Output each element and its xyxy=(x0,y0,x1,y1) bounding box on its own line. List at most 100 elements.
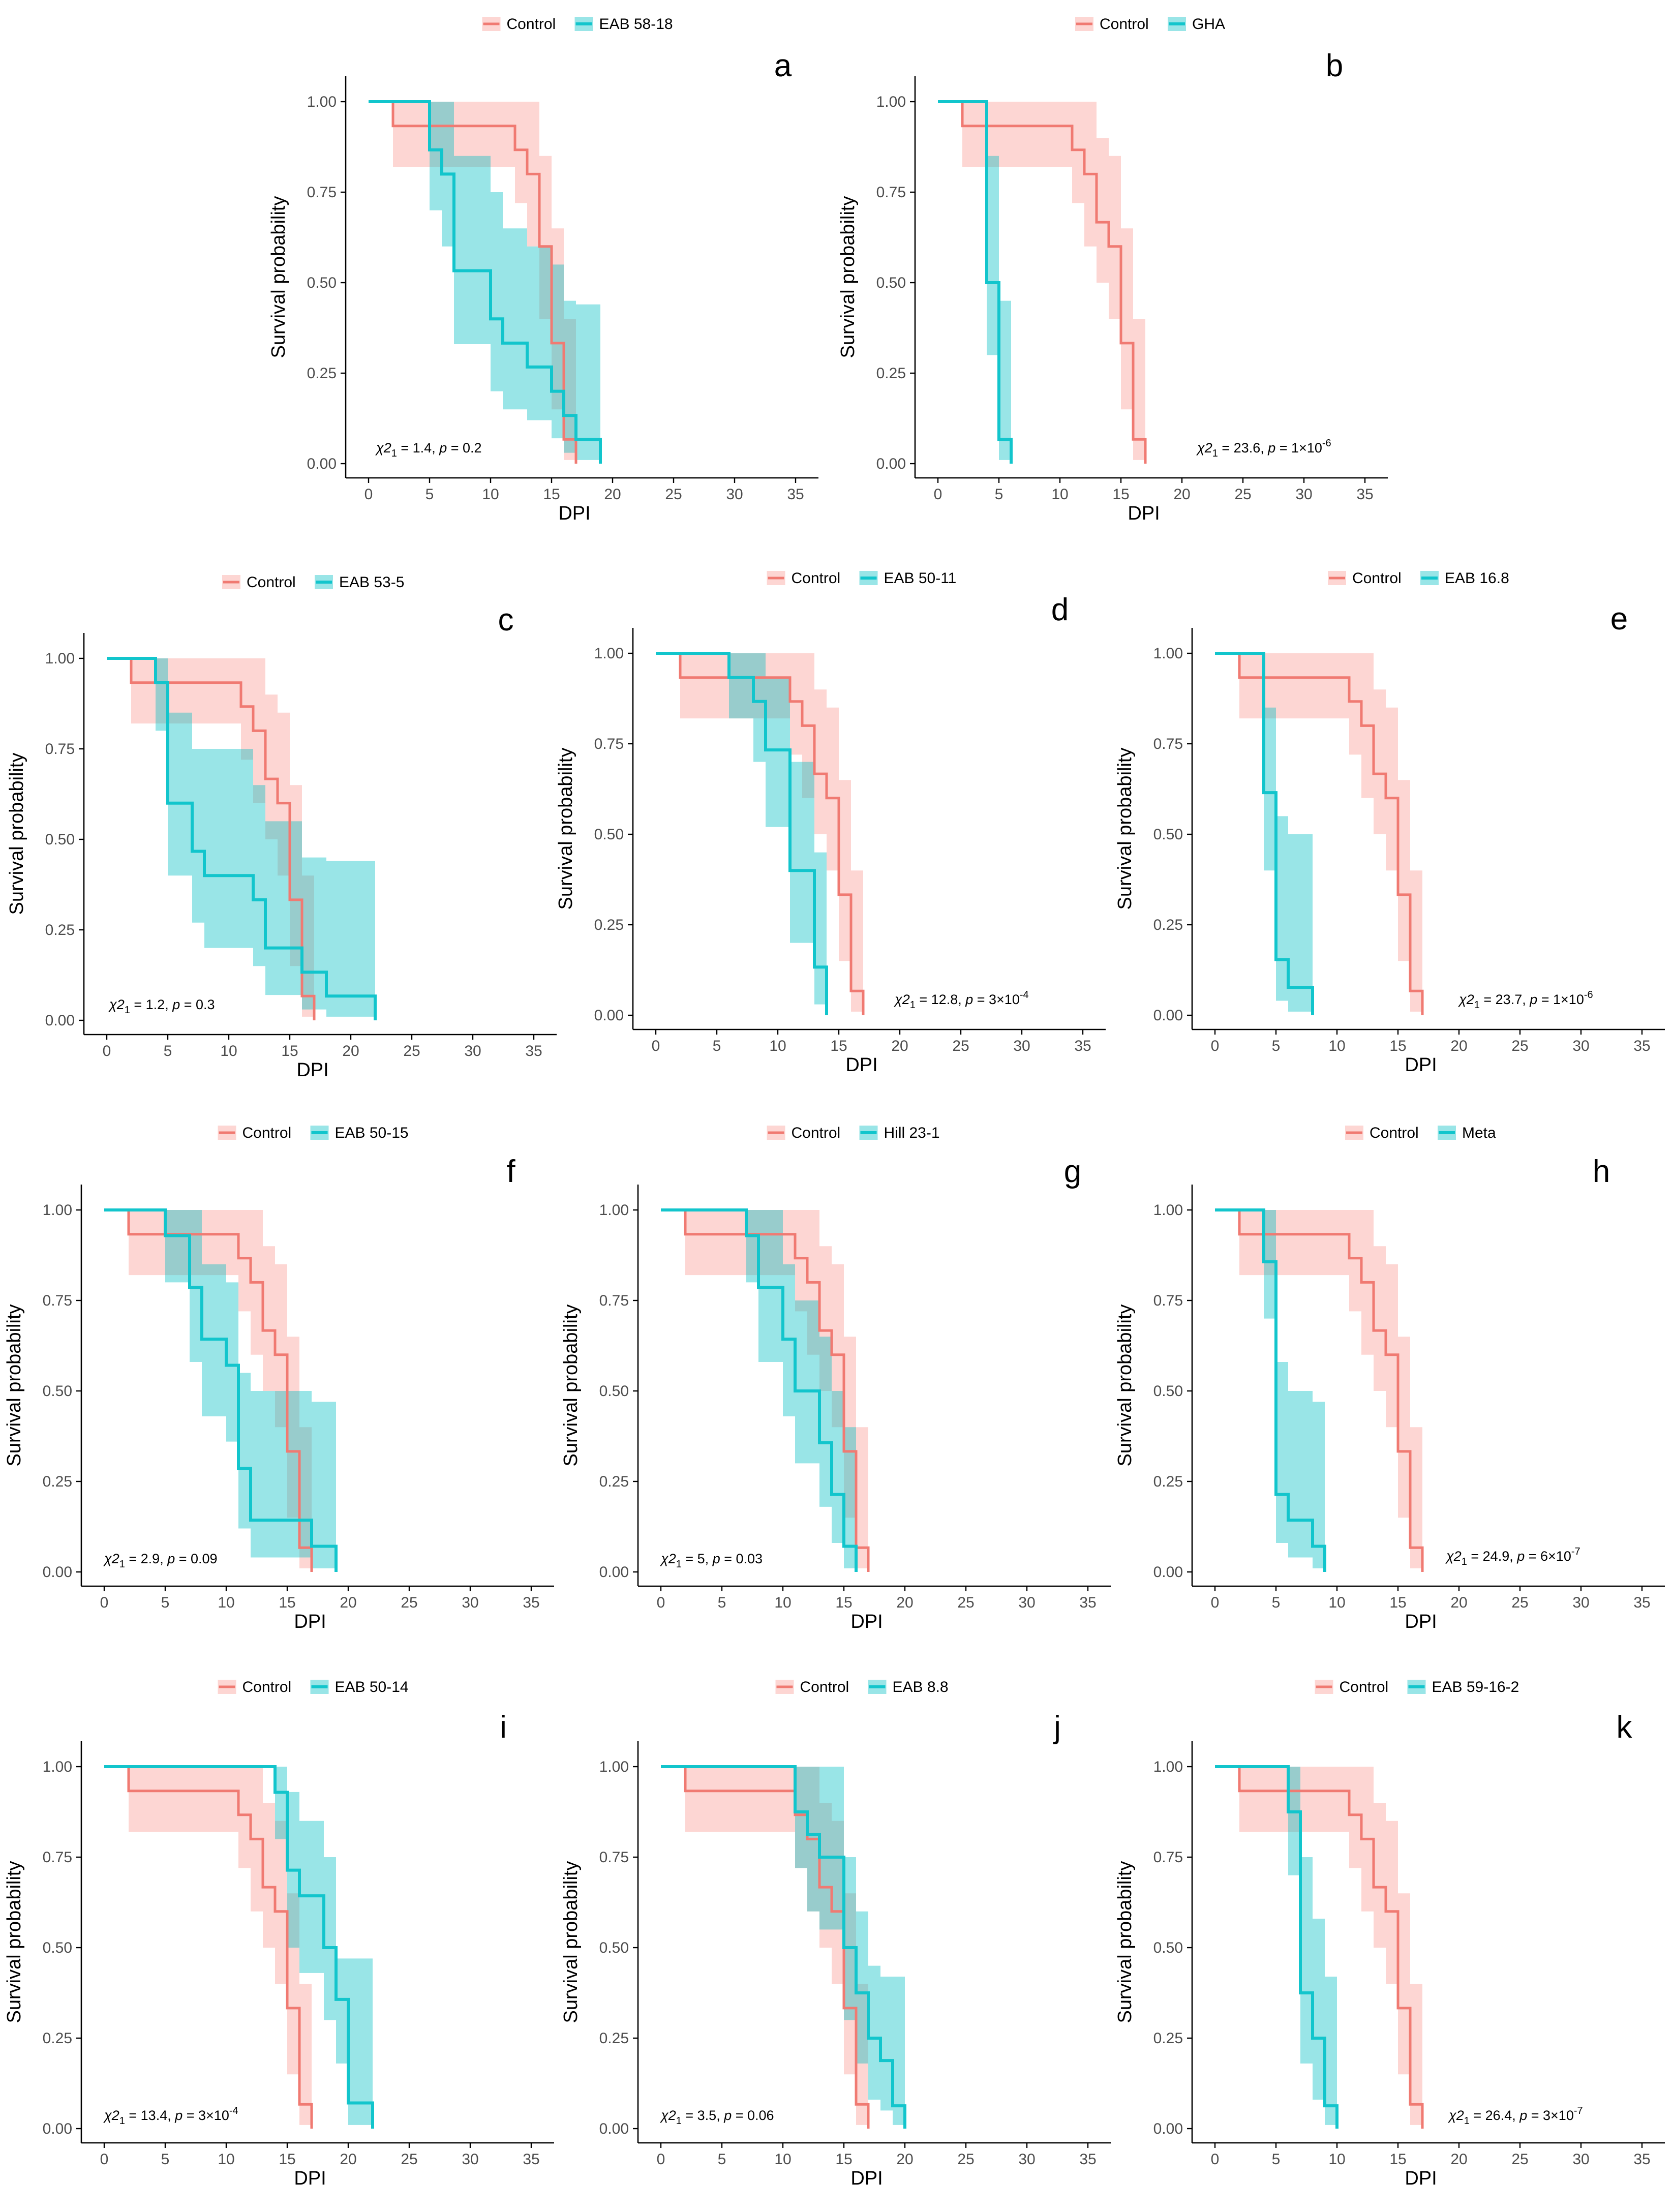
x-axis-title: DPI xyxy=(850,1611,883,1632)
stat-value: = 26.4, xyxy=(1470,2108,1519,2123)
control-survival-curve xyxy=(104,1765,313,2129)
y-tick-label: 0.25 xyxy=(1153,917,1183,933)
panel-letter: k xyxy=(1617,1710,1633,1745)
x-tick-label: 15 xyxy=(281,1043,298,1059)
x-tick-label: 30 xyxy=(464,1043,481,1059)
y-axis-title: Survival probability xyxy=(1114,748,1136,910)
stat-annotation: χ21 = 23.6, p = 1×10-6 xyxy=(1196,438,1331,459)
x-axis-title: DPI xyxy=(558,503,590,524)
treatment-survival-curve xyxy=(107,657,377,1020)
x-tick-label: 0 xyxy=(1211,1038,1220,1054)
x-tick-label: 15 xyxy=(1389,1594,1406,1611)
control-confidence-band xyxy=(104,1210,312,1572)
legend: Control EAB 8.8 xyxy=(775,1679,949,1695)
y-tick-label: 0.00 xyxy=(45,1012,75,1029)
y-tick-label: 0.50 xyxy=(1153,1940,1183,1956)
y-tick-label: 0.25 xyxy=(45,922,75,938)
stat-p-exponent: -4 xyxy=(229,2105,238,2116)
y-tick-label: 0.25 xyxy=(594,917,624,933)
y-tick-label: 0.50 xyxy=(599,1383,629,1400)
y-tick-label: 1.00 xyxy=(599,1759,629,1775)
stat-annotation: χ21 = 23.7, p = 1×10-6 xyxy=(1458,989,1593,1011)
panel-letter: d xyxy=(1051,592,1069,627)
x-tick-label: 20 xyxy=(1450,1038,1467,1054)
y-tick-label: 0.00 xyxy=(876,456,906,472)
y-tick-label: 0.75 xyxy=(307,184,337,201)
treatment-confidence-band xyxy=(938,102,1011,464)
legend-control-label: Control xyxy=(242,1125,292,1141)
x-tick-label: 15 xyxy=(1389,2151,1406,2168)
y-tick-label: 0.00 xyxy=(307,456,337,472)
y-tick-label: 1.00 xyxy=(45,650,75,667)
x-tick-label: 0 xyxy=(657,2151,665,2168)
y-tick-label: 1.00 xyxy=(43,1759,72,1775)
x-tick-label: 10 xyxy=(218,2151,234,2168)
stat-chi: χ2 xyxy=(660,1551,676,1566)
treatment-confidence-band xyxy=(104,1210,336,1572)
x-tick-label: 15 xyxy=(835,2151,852,2168)
y-tick-label: 0.75 xyxy=(1153,1849,1183,1866)
stat-p-value: = 3×10 xyxy=(1527,2108,1574,2123)
legend-treatment-label: EAB 8.8 xyxy=(893,1679,949,1695)
x-tick-label: 10 xyxy=(482,486,499,503)
stat-df: 1 xyxy=(1464,2115,1470,2127)
x-tick-label: 15 xyxy=(543,486,560,503)
panel-d: 0 5 10 15 20 25 30 35 0.00 0.25 0.50 0.75 1.00 DPI Sur… xyxy=(555,570,1106,1076)
y-tick-label: 0.50 xyxy=(43,1383,72,1400)
x-tick-label: 30 xyxy=(726,486,743,503)
control-survival-curve xyxy=(1215,1208,1424,1572)
stat-df: 1 xyxy=(119,1559,125,1570)
x-tick-label: 5 xyxy=(718,2151,726,2168)
legend: Control EAB 50-15 xyxy=(218,1125,409,1141)
x-tick-label: 25 xyxy=(401,1594,417,1611)
legend-treatment-label: EAB 53-5 xyxy=(339,574,404,591)
y-tick-label: 0.50 xyxy=(45,831,75,848)
y-tick-label: 0.50 xyxy=(43,1940,72,1956)
treatment-confidence-band xyxy=(661,1210,856,1572)
treatment-confidence-band xyxy=(104,1767,373,2129)
stat-df: 1 xyxy=(676,1559,682,1570)
y-tick-label: 0.75 xyxy=(45,741,75,757)
control-confidence-band xyxy=(1215,653,1422,1015)
y-tick-label: 0.00 xyxy=(43,2120,72,2137)
x-tick-label: 5 xyxy=(718,1594,726,1611)
control-confidence-band xyxy=(104,1767,312,2129)
treatment-confidence-band xyxy=(1215,653,1313,1015)
legend-treatment-label: EAB 50-14 xyxy=(335,1679,409,1695)
stat-p-label: p xyxy=(167,1551,175,1566)
y-axis-title: Survival probability xyxy=(560,1305,582,1467)
x-tick-label: 25 xyxy=(957,2151,974,2168)
x-tick-label: 20 xyxy=(1173,486,1190,503)
y-tick-label: 0.75 xyxy=(876,184,906,201)
x-tick-label: 30 xyxy=(1295,486,1312,503)
y-axis-title: Survival probability xyxy=(1114,1861,1136,2023)
treatment-confidence-band xyxy=(369,102,600,464)
x-tick-label: 35 xyxy=(787,486,804,503)
stat-df: 1 xyxy=(1474,999,1480,1011)
x-tick-label: 25 xyxy=(1511,2151,1528,2168)
y-tick-label: 0.00 xyxy=(599,2120,629,2137)
control-survival-curve xyxy=(1215,1765,1424,2129)
treatment-confidence-band xyxy=(1215,1210,1325,1572)
x-tick-label: 0 xyxy=(100,1594,109,1611)
x-axis-title: DPI xyxy=(1128,503,1160,524)
treatment-survival-curve xyxy=(1215,1208,1326,1572)
legend-treatment-label: Meta xyxy=(1462,1125,1496,1141)
stat-p-value: = 0.06 xyxy=(732,2108,774,2123)
y-tick-label: 0.00 xyxy=(599,1564,629,1581)
stat-p-value: = 6×10 xyxy=(1525,1549,1571,1564)
x-tick-label: 15 xyxy=(279,1594,295,1611)
x-tick-label: 25 xyxy=(1234,486,1251,503)
x-tick-label: 0 xyxy=(657,1594,665,1611)
y-axis-title: Survival probability xyxy=(555,748,576,910)
x-tick-label: 5 xyxy=(1272,2151,1281,2168)
stat-p-exponent: -4 xyxy=(1020,989,1029,1001)
stat-p-value: = 0.3 xyxy=(180,997,215,1012)
treatment-confidence-band xyxy=(656,653,827,1015)
treatment-survival-curve xyxy=(656,652,828,1015)
control-survival-curve xyxy=(104,1208,313,1572)
x-tick-label: 15 xyxy=(279,2151,295,2168)
stat-value: = 13.4, xyxy=(125,2108,175,2123)
x-tick-label: 5 xyxy=(995,486,1003,503)
y-tick-label: 1.00 xyxy=(599,1202,629,1219)
